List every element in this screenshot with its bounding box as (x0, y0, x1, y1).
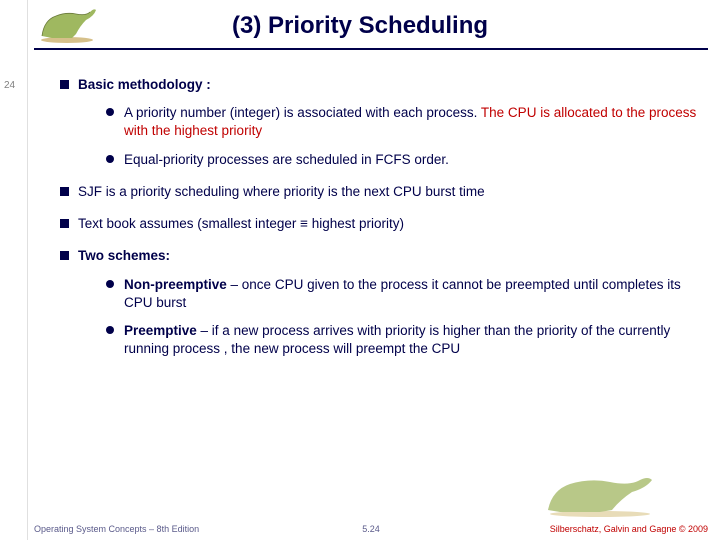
sub-bullet-nonpreemptive: Non-preemptive – once CPU given to the p… (106, 276, 700, 312)
scheme-label: Preemptive (124, 323, 197, 338)
content-area: Basic methodology : A priority number (i… (60, 76, 700, 372)
sidebar: 24 (0, 0, 28, 540)
bullet-text: SJF is a priority scheduling where prior… (78, 184, 485, 199)
bullet-basic-methodology: Basic methodology : A priority number (i… (60, 76, 700, 169)
bullet-textbook: Text book assumes (smallest integer ≡ hi… (60, 215, 700, 233)
title-underline (34, 48, 708, 50)
bullet-text: Text book assumes (smallest integer ≡ hi… (78, 216, 404, 231)
sub-bullet-preemptive: Preemptive – if a new process arrives wi… (106, 322, 700, 358)
bullet-sjf: SJF is a priority scheduling where prior… (60, 183, 700, 201)
footer: Operating System Concepts – 8th Edition … (34, 524, 708, 534)
bullet-text: Basic methodology : (78, 77, 211, 92)
scheme-desc: – if a new process arrives with priority… (124, 323, 670, 356)
page-indicator: 24 (4, 80, 15, 91)
scheme-label: Non-preemptive (124, 277, 227, 292)
text-fragment: Equal-priority processes are scheduled i… (124, 152, 449, 167)
sub-bullet: A priority number (integer) is associate… (106, 104, 700, 140)
dinosaur-footer-icon (540, 470, 660, 518)
sub-bullet: Equal-priority processes are scheduled i… (106, 151, 700, 169)
slide-title: (3) Priority Scheduling (0, 12, 720, 40)
text-fragment: A priority number (integer) is associate… (124, 105, 481, 120)
bullet-text: Two schemes: (78, 248, 170, 263)
footer-copyright: Silberschatz, Galvin and Gagne © 2009 (550, 524, 708, 534)
bullet-two-schemes: Two schemes: Non-preemptive – once CPU g… (60, 247, 700, 358)
